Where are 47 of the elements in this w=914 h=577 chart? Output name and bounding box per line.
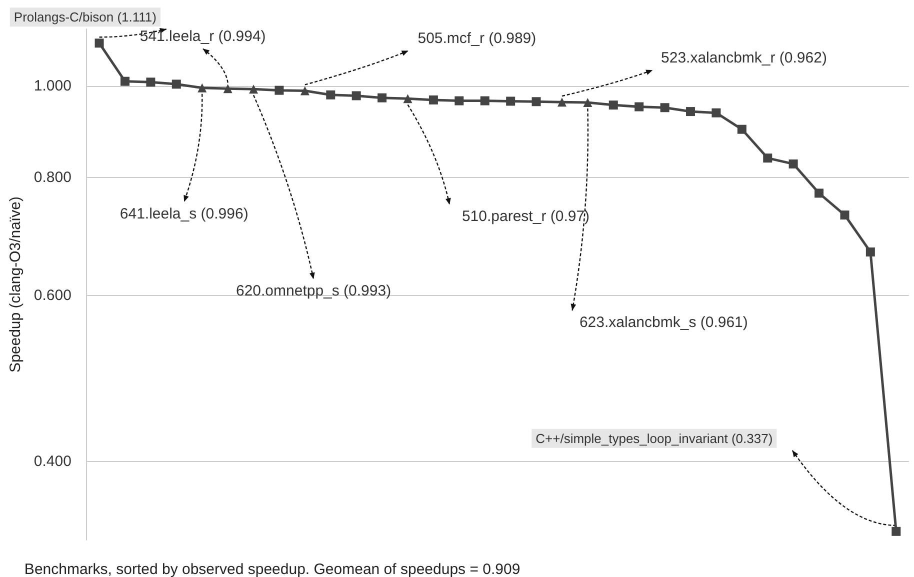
annotation: 641.leela_s (0.996) xyxy=(120,205,248,222)
point xyxy=(686,107,696,116)
annotation: 505.mcf_r (0.989) xyxy=(418,30,536,48)
point xyxy=(814,188,824,198)
point xyxy=(352,91,361,100)
point xyxy=(172,80,181,89)
point xyxy=(198,83,207,92)
y-tick-label: 1.000 xyxy=(34,78,72,95)
y-tick-label: 0.600 xyxy=(34,286,72,304)
y-axis-title: Speedup (clang-O3/naïve) xyxy=(7,196,24,372)
point xyxy=(763,154,772,163)
annotation: 623.xalancbmk_s (0.961) xyxy=(579,314,748,331)
x-axis-title: Benchmarks, sorted by observed speedup. Geomean of speedups = 0.909 xyxy=(24,561,520,577)
point xyxy=(274,86,284,95)
point xyxy=(480,96,490,106)
point xyxy=(557,98,566,107)
point xyxy=(454,96,464,106)
point xyxy=(892,526,901,536)
annotation: 541.leela_r (0.994) xyxy=(140,28,266,46)
point xyxy=(737,124,746,134)
annotation: 620.omnetpp_s (0.993) xyxy=(236,282,392,300)
point xyxy=(300,86,310,96)
point xyxy=(712,108,721,118)
point xyxy=(660,103,670,112)
point xyxy=(866,247,875,256)
point xyxy=(249,84,258,94)
point xyxy=(840,210,850,220)
point xyxy=(634,102,644,112)
text: Prolangs-C/bison (1.111) xyxy=(14,10,156,25)
point xyxy=(506,96,516,106)
y-tick-label: 0.400 xyxy=(34,452,72,470)
annotation: 523.xalancbmk_r (0.962) xyxy=(661,50,827,67)
annotation: 510.parest_r (0.97) xyxy=(462,208,590,226)
annotation: C++/simple_types_loop_invariant (0.337) xyxy=(536,430,773,446)
point xyxy=(94,38,104,48)
point xyxy=(378,93,387,102)
point xyxy=(223,84,232,94)
point xyxy=(428,95,438,104)
point xyxy=(532,97,541,106)
point xyxy=(788,159,798,168)
point xyxy=(326,90,336,100)
point xyxy=(583,98,592,107)
point xyxy=(146,78,156,87)
point xyxy=(403,94,412,104)
point xyxy=(608,100,618,110)
y-tick-label: 0.800 xyxy=(34,169,72,186)
point xyxy=(120,76,130,86)
